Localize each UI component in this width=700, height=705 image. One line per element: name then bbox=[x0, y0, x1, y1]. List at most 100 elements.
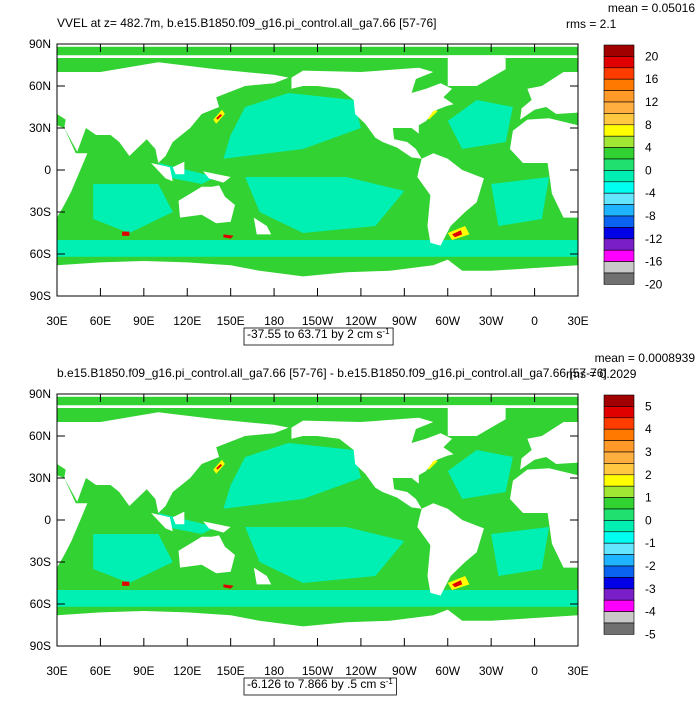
colorbar-label: 3 bbox=[645, 445, 652, 459]
range-label: -37.55 to 63.71 by 2 cm s-1 bbox=[243, 327, 394, 346]
colorbar-box bbox=[603, 406, 635, 419]
map-field bbox=[57, 396, 578, 646]
x-tick-label: 30W bbox=[479, 314, 504, 328]
colorbar-box bbox=[603, 531, 635, 544]
colorbar-label: 4 bbox=[645, 422, 652, 436]
colorbar-box bbox=[603, 101, 635, 114]
colorbar-label: 12 bbox=[645, 95, 659, 109]
colorbar-label: -16 bbox=[645, 255, 663, 269]
colorbar-box bbox=[603, 78, 635, 91]
y-tick-label: 30S bbox=[30, 555, 51, 569]
colorbar-box bbox=[603, 520, 635, 533]
colorbar-box bbox=[603, 474, 635, 487]
colorbar-box bbox=[603, 90, 635, 103]
y-tick-label: 0 bbox=[44, 513, 51, 527]
rms-label: rms = 2.1 bbox=[566, 17, 617, 31]
range-value: -6.126 to 7.866 by .5 cm s bbox=[247, 677, 386, 691]
y-tick-label: 60S bbox=[30, 597, 51, 611]
colorbar-box bbox=[603, 554, 635, 567]
range-text: -6.126 to 7.866 by .5 cm s-1 bbox=[247, 677, 393, 691]
panel-title: b.e15.B1850.f09_g16.pi_control.all_ga7.6… bbox=[57, 366, 607, 380]
mean-label: mean = 0.05016 bbox=[608, 1, 695, 15]
range-exponent: -1 bbox=[382, 327, 390, 336]
colorbar-label: -8 bbox=[645, 209, 656, 223]
colorbar-box bbox=[603, 56, 635, 69]
x-tick-label: 30E bbox=[567, 314, 588, 328]
colorbar-box bbox=[603, 542, 635, 555]
y-tick-label: 30S bbox=[30, 205, 51, 219]
y-tick-label: 90N bbox=[29, 387, 51, 401]
colorbar-box bbox=[603, 599, 635, 612]
x-tick-label: 60E bbox=[90, 314, 111, 328]
x-tick-label: 60W bbox=[435, 664, 460, 678]
colorbar-label: -4 bbox=[645, 186, 656, 200]
x-tick-label: 90E bbox=[133, 664, 154, 678]
colorbar-label: -5 bbox=[645, 627, 656, 641]
colorbar-box bbox=[603, 588, 635, 601]
colorbar-box bbox=[603, 451, 635, 464]
colorbar-box bbox=[603, 565, 635, 578]
x-tick-label: 30E bbox=[46, 664, 67, 678]
colorbar-box bbox=[603, 261, 635, 274]
panel-title: VVEL at z= 482.7m, b.e15.B1850.f09_g16.p… bbox=[57, 16, 437, 30]
colorbar-box bbox=[603, 272, 635, 285]
x-tick-label: 150E bbox=[217, 314, 245, 328]
x-tick-label: 90W bbox=[392, 314, 417, 328]
y-tick-label: 30N bbox=[29, 471, 51, 485]
colorbar-label: -2 bbox=[645, 559, 656, 573]
colorbar-label: 1 bbox=[645, 491, 652, 505]
colorbar-label: 2 bbox=[645, 468, 652, 482]
y-tick-label: 30N bbox=[29, 121, 51, 135]
x-tick-label: 30E bbox=[46, 314, 67, 328]
colorbar-box bbox=[603, 238, 635, 251]
colorbar-label: 4 bbox=[645, 141, 652, 155]
colorbar-label: 16 bbox=[645, 72, 659, 86]
y-tick-label: 60N bbox=[29, 79, 51, 93]
x-tick-label: 150E bbox=[217, 664, 245, 678]
colorbar-box bbox=[603, 577, 635, 590]
colorbar-label: 0 bbox=[645, 163, 652, 177]
colorbar-box bbox=[603, 44, 635, 57]
colorbar-box bbox=[603, 124, 635, 137]
colorbar-box bbox=[603, 497, 635, 510]
x-tick-label: 30W bbox=[479, 664, 504, 678]
rms-label: rms = 0.2029 bbox=[566, 367, 637, 381]
range-value: -37.55 to 63.71 by 2 cm s bbox=[247, 327, 382, 341]
x-tick-label: 180 bbox=[264, 314, 284, 328]
colorbar-box bbox=[603, 113, 635, 126]
y-tick-label: 90S bbox=[30, 639, 51, 653]
colorbar-label: 20 bbox=[645, 49, 659, 63]
x-tick-label: 150W bbox=[302, 664, 334, 678]
x-tick-label: 30E bbox=[567, 664, 588, 678]
colorbar-box bbox=[603, 170, 635, 183]
map-field bbox=[57, 46, 578, 296]
colorbar-box bbox=[603, 417, 635, 430]
x-tick-label: 0 bbox=[531, 664, 538, 678]
colorbar-box bbox=[603, 622, 635, 635]
range-text: -37.55 to 63.71 by 2 cm s-1 bbox=[247, 327, 390, 341]
colorbar-box bbox=[603, 192, 635, 205]
colorbar-box bbox=[603, 394, 635, 407]
colorbar-box bbox=[603, 67, 635, 80]
colorbar-label: 8 bbox=[645, 118, 652, 132]
range-box bbox=[243, 327, 394, 346]
x-tick-label: 120W bbox=[345, 314, 377, 328]
colorbar-box bbox=[603, 147, 635, 160]
colorbar-label: -20 bbox=[645, 277, 663, 291]
y-tick-label: 0 bbox=[44, 163, 51, 177]
y-tick-label: 90S bbox=[30, 289, 51, 303]
colorbar-box bbox=[603, 440, 635, 453]
mean-label: mean = 0.0008939 bbox=[595, 351, 696, 365]
colorbar-box bbox=[603, 611, 635, 624]
colorbar-label: -3 bbox=[645, 582, 656, 596]
x-tick-label: 180 bbox=[264, 664, 284, 678]
x-tick-label: 120W bbox=[345, 664, 377, 678]
range-exponent: -1 bbox=[386, 677, 394, 686]
x-tick-label: 120E bbox=[173, 314, 201, 328]
range-box bbox=[243, 677, 397, 696]
colorbar-box bbox=[603, 508, 635, 521]
colorbar-box bbox=[603, 135, 635, 148]
colorbar-box bbox=[603, 227, 635, 240]
colorbar-label: 0 bbox=[645, 513, 652, 527]
